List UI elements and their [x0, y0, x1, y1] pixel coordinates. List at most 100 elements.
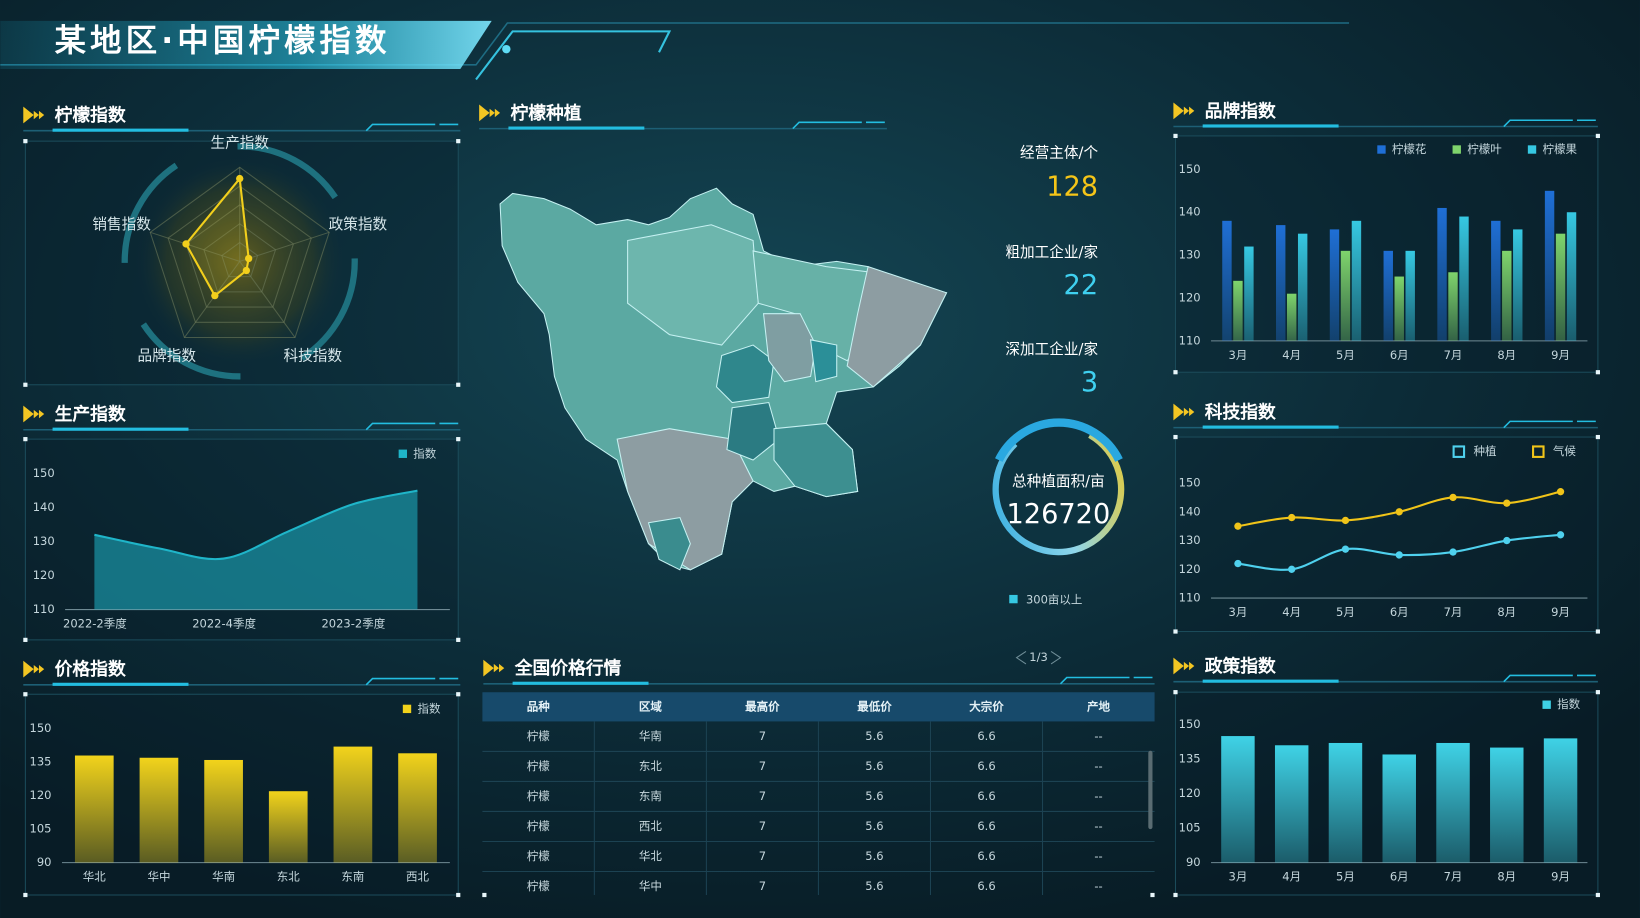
bar: [333, 746, 373, 863]
table-cell: --: [1094, 819, 1102, 833]
y-tick-label: 150: [30, 721, 52, 735]
map-region: [715, 344, 775, 404]
point: [1503, 536, 1511, 545]
pager: 1/3: [1029, 650, 1048, 664]
table-cell: 东南: [639, 789, 662, 803]
x-tick-label: 3月: [1229, 605, 1248, 619]
bar: [1340, 250, 1351, 341]
bar: [1221, 736, 1255, 863]
table-cell: 6.6: [977, 759, 995, 773]
map-region: [773, 422, 859, 498]
radar-grid: [203, 223, 277, 293]
title-underline-deco: [365, 123, 459, 132]
title-underline-accent: [512, 681, 649, 685]
panel-title: 政策指数: [1205, 655, 1276, 677]
title-underline-accent: [52, 128, 189, 132]
x-tick-label: 2023-2季度: [321, 617, 385, 631]
title-dot: [502, 44, 511, 54]
title-underline-deco: [1503, 674, 1596, 683]
table-cell: 柠檬: [527, 849, 550, 863]
table-cell: 6.6: [977, 729, 995, 743]
table-cell: --: [1094, 759, 1102, 773]
map-region: [616, 428, 754, 571]
title-underline-accent: [1202, 679, 1339, 683]
bar: [1351, 220, 1362, 341]
title-underline-accent: [1202, 124, 1339, 128]
x-tick-label: 8月: [1497, 870, 1516, 884]
bar: [1436, 742, 1470, 863]
area: [94, 490, 418, 610]
x-tick-label: 2022-4季度: [192, 617, 256, 631]
bar: [1448, 272, 1458, 341]
point: [1556, 488, 1565, 496]
bar: [1394, 276, 1404, 341]
bar: [1543, 738, 1578, 863]
radar-grid: [167, 185, 312, 323]
x-tick-label: 东南: [341, 870, 364, 884]
radar-label: 品牌指数: [137, 348, 196, 365]
stat-value: 128: [1046, 172, 1098, 203]
x-tick-label: 8月: [1497, 605, 1516, 619]
panel-title: 柠檬指数: [55, 104, 126, 126]
x-tick-label: 5月: [1336, 870, 1355, 884]
title-underline-deco: [365, 677, 459, 686]
radar-label: 政策指数: [329, 216, 388, 233]
map-region: [647, 516, 691, 571]
table-cell: --: [1094, 849, 1102, 863]
x-tick-label: 8月: [1497, 348, 1516, 362]
map: [499, 187, 948, 571]
radar-shape: [184, 176, 250, 298]
point: [1288, 513, 1296, 522]
x-tick-label: 6月: [1390, 870, 1409, 884]
table-cell: 柠檬: [527, 879, 550, 893]
table-header: 品种: [527, 699, 550, 713]
y-tick-label: 135: [1179, 752, 1201, 766]
bar: [1233, 280, 1243, 341]
bar: [268, 791, 308, 863]
legend-label: 柠檬花: [1392, 142, 1427, 156]
title-icon: [483, 659, 505, 677]
panel-corner: [1595, 892, 1600, 898]
title-icon: [1173, 657, 1195, 675]
table-cell: 东北: [639, 759, 662, 773]
table-cell: 5.6: [865, 879, 883, 893]
table-cell: 7: [759, 729, 766, 743]
x-tick-label: 6月: [1390, 348, 1409, 362]
x-tick-label: 4月: [1282, 870, 1301, 884]
y-tick-label: 120: [1179, 786, 1201, 800]
table-cell: --: [1094, 879, 1102, 893]
x-tick-label: 3月: [1229, 870, 1248, 884]
y-tick-label: 150: [1179, 717, 1201, 731]
panel-title: 科技指数: [1205, 401, 1276, 423]
bar: [1244, 246, 1254, 341]
panel-corner: [1595, 133, 1600, 139]
x-tick-label: 3月: [1229, 348, 1248, 362]
map-region: [726, 401, 780, 461]
radar-point: [182, 240, 190, 248]
radar-point: [242, 266, 251, 275]
panel-corner: [23, 437, 28, 442]
x-tick-label: 7月: [1444, 348, 1463, 362]
table-cell: 华中: [639, 879, 662, 893]
panel-corner: [1595, 629, 1600, 634]
title-underline-deco: [1503, 119, 1596, 128]
y-tick-label: 90: [1186, 855, 1201, 869]
panel-corner: [23, 692, 28, 697]
table-cell: 7: [759, 849, 766, 863]
y-tick-label: 140: [1179, 205, 1201, 219]
table-cell: 5.6: [865, 849, 883, 863]
y-tick-label: 90: [37, 855, 52, 869]
pager-arrows[interactable]: [1015, 650, 1062, 665]
y-tick-label: 150: [33, 466, 55, 480]
x-tick-label: 9月: [1551, 870, 1570, 884]
map-region: [846, 265, 948, 388]
table-cell: 5.6: [865, 759, 883, 773]
legend-marker: [1377, 145, 1386, 154]
y-tick-label: 130: [1179, 248, 1201, 262]
map-legend-marker: [1009, 594, 1018, 604]
y-tick-label: 130: [1179, 533, 1201, 547]
title-icon: [23, 405, 45, 423]
bar: [1459, 216, 1469, 341]
title-bar-accent: [475, 30, 672, 81]
bar: [1274, 745, 1309, 863]
